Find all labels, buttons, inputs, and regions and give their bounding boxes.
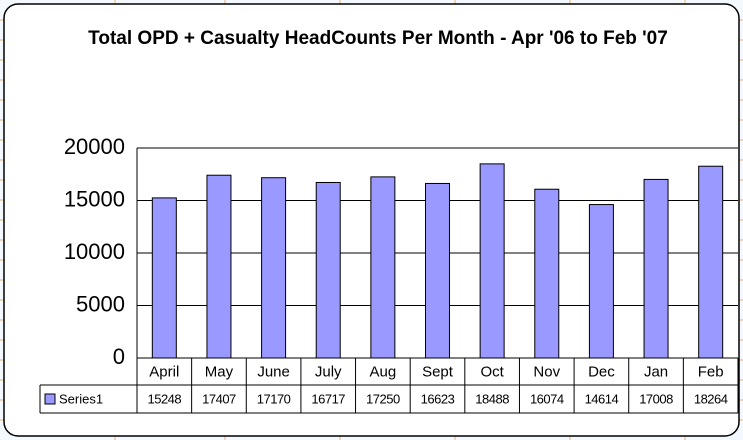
x-tick-label: Sept <box>422 363 454 380</box>
x-tick-label: Aug <box>370 363 397 380</box>
bar <box>643 178 669 359</box>
bar <box>698 165 724 359</box>
y-tick-label: 15000 <box>64 186 125 211</box>
bar <box>315 181 341 359</box>
bar <box>588 204 614 359</box>
y-tick-label: 10000 <box>64 239 125 264</box>
y-tick-label: 20000 <box>64 134 125 159</box>
x-tick-label: Oct <box>480 363 504 380</box>
data-table-value: 16623 <box>421 391 455 406</box>
y-tick-label: 0 <box>113 344 125 369</box>
x-tick-label: Nov <box>533 363 560 380</box>
data-table-value: 17250 <box>366 391 400 406</box>
bar <box>425 182 450 359</box>
data-table-value: 15248 <box>147 391 181 406</box>
chart-title: Total OPD + Casualty HeadCounts Per Mont… <box>88 28 668 49</box>
y-tick-label: 5000 <box>76 291 125 316</box>
data-table-value: 18264 <box>694 391 728 406</box>
data-table-value: 18488 <box>475 391 509 406</box>
x-tick-label: June <box>257 363 290 380</box>
bar <box>534 188 560 359</box>
data-table-value: 16074 <box>530 391 564 406</box>
plot-area: 0 5000 10000 15000 20000 15248 17407 17170 16717… <box>39 134 739 414</box>
x-tick-label: Feb <box>698 363 724 380</box>
data-table-value: 17008 <box>639 391 673 406</box>
x-tick-label: Jan <box>644 363 668 380</box>
bar <box>479 163 505 359</box>
legend-label: Series1 <box>59 391 103 406</box>
x-tick-label: Dec <box>588 363 615 380</box>
data-table-value: 17407 <box>202 391 236 406</box>
data-table-value: 17170 <box>257 391 291 406</box>
data-table-value: 14614 <box>585 391 619 406</box>
x-tick-label: July <box>315 363 342 380</box>
x-tick-label: April <box>149 363 179 380</box>
bar <box>370 176 396 359</box>
data-table-value: 16717 <box>311 391 345 406</box>
bar <box>206 174 232 359</box>
bar <box>151 197 177 359</box>
x-tick-label: May <box>205 363 234 380</box>
legend-key <box>44 393 56 405</box>
bar <box>261 177 287 359</box>
